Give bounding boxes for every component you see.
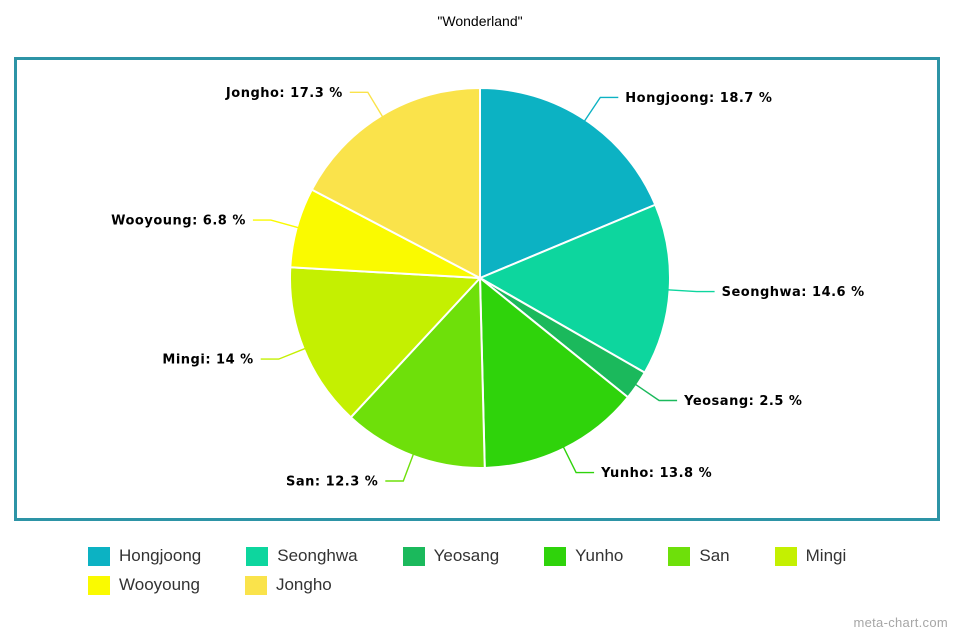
legend-swatch-san [668,546,691,566]
legend-label-yunho: Yunho [575,546,624,565]
chart-frame [14,57,940,521]
chart-title: "Wonderland" [437,13,523,29]
legend-item-mingi: Mingi [774,546,847,566]
legend-item-jongho: Jongho [244,575,332,595]
legend-swatch-wooyoung [88,575,110,595]
legend-label-mingi: Mingi [805,546,847,565]
legend-item-seonghwa: Seonghwa [246,546,358,566]
legend-label-seonghwa: Seonghwa [277,546,358,565]
legend-item-wooyoung: Wooyoung [88,575,200,595]
legend-swatch-yunho [544,546,567,566]
legend-item-yeosang: Yeosang [402,546,500,566]
legend-label-jongho: Jongho [275,575,332,594]
legend-item-yunho: Yunho [544,546,623,566]
legend-label-san: San [699,546,730,565]
legend-label-wooyoung: Wooyoung [119,575,200,594]
legend-swatch-hongjoong [88,546,110,566]
chart-legend: Hongjoong Seonghwa Yeosang Yunho San Mingi Woo… [88,546,960,595]
legend-item-hongjoong: Hongjoong [88,546,201,566]
watermark: meta-chart.com [853,615,948,630]
legend-swatch-mingi [774,546,797,566]
legend-item-san: San [668,546,730,566]
legend-swatch-yeosang [402,546,425,566]
legend-label-yeosang: Yeosang [433,546,500,565]
legend-label-hongjoong: Hongjoong [119,546,202,565]
legend-swatch-jongho [244,575,267,595]
legend-swatch-seonghwa [246,546,269,566]
